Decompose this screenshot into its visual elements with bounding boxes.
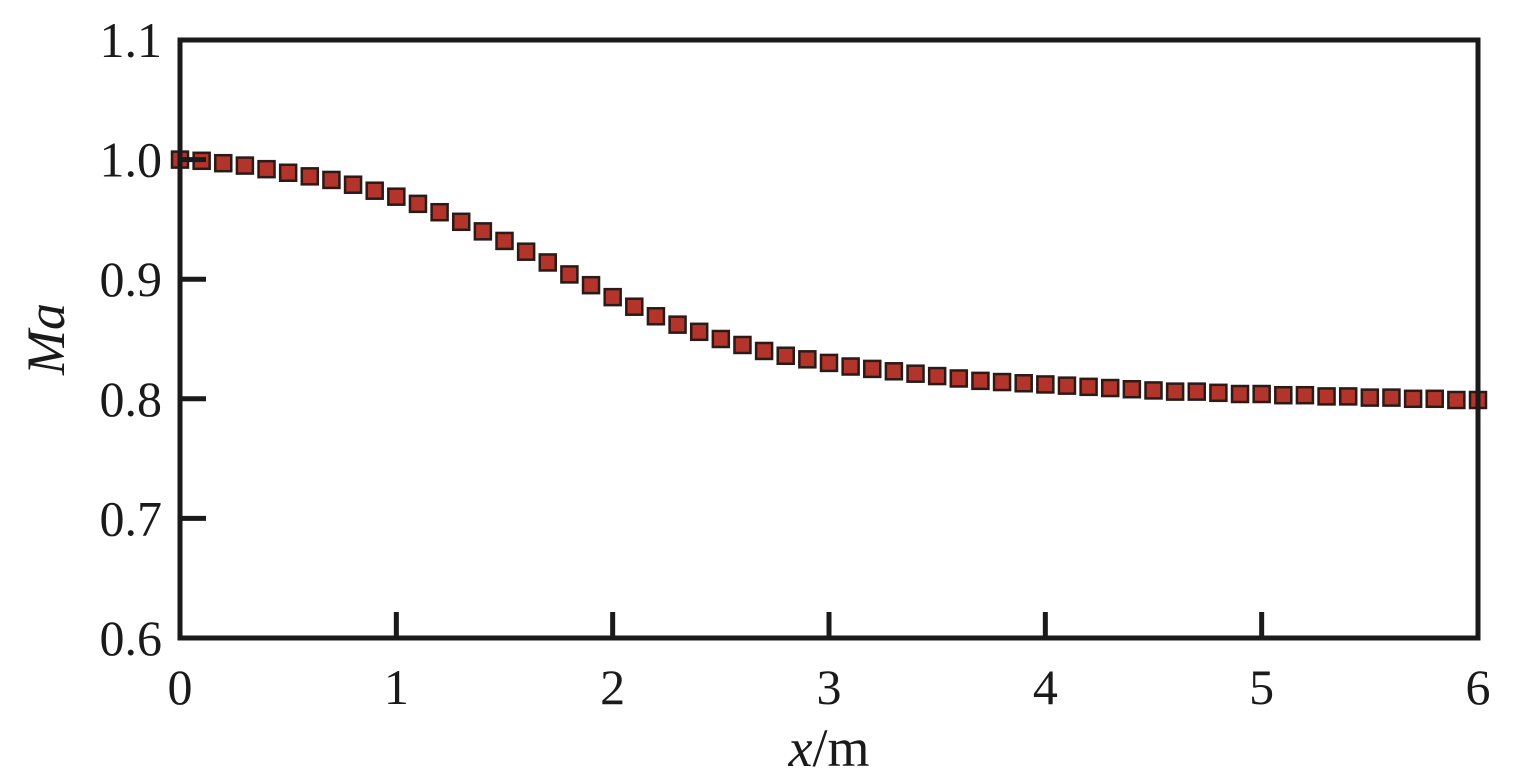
data-point [257, 159, 276, 179]
data-point [1274, 385, 1293, 405]
data-point [235, 156, 255, 175]
data-markers [170, 150, 1488, 410]
x-axis-ticks: 0 1 2 3 4 5 6 [168, 612, 1491, 715]
x-tick-label: 5 [1249, 659, 1274, 715]
data-point [1338, 387, 1358, 406]
data-point [300, 167, 320, 186]
data-point [1252, 384, 1271, 404]
data-point [538, 253, 558, 272]
data-point [603, 287, 622, 307]
data-point [906, 364, 925, 383]
data-point [1403, 389, 1423, 409]
data-point [971, 371, 990, 391]
data-point [711, 329, 731, 349]
x-tick-label: 4 [1033, 659, 1058, 715]
data-point [322, 170, 341, 190]
y-tick-label: 1.0 [100, 132, 163, 188]
data-point [625, 297, 644, 316]
y-tick-label: 0.7 [100, 490, 163, 546]
x-tick-label: 1 [384, 659, 409, 715]
data-point [992, 372, 1012, 392]
x-tick-label: 6 [1466, 659, 1491, 715]
data-point [884, 362, 904, 381]
y-tick-label: 0.8 [100, 371, 163, 427]
data-point [1317, 387, 1336, 406]
data-point [863, 359, 882, 379]
y-axis-ticks: 0.6 0.7 0.8 0.9 1.0 1.1 [100, 12, 206, 666]
data-point [408, 194, 428, 214]
data-point [646, 307, 666, 326]
data-point [1100, 378, 1120, 398]
data-point [668, 315, 687, 334]
data-point [451, 212, 471, 232]
data-point [1295, 385, 1315, 405]
y-axis-title: Ma [16, 303, 76, 376]
x-tick-label: 0 [168, 659, 193, 715]
data-point [430, 202, 449, 222]
data-point [473, 222, 493, 241]
plot-frame [177, 37, 1481, 641]
data-point [1057, 376, 1077, 395]
data-point [776, 346, 795, 365]
data-point [560, 265, 579, 284]
data-point [387, 187, 406, 206]
x-axis-title-unit: /m [812, 718, 869, 770]
data-point [1360, 388, 1380, 407]
data-point [1079, 377, 1098, 397]
data-point [841, 357, 860, 376]
data-point [581, 275, 601, 295]
data-point [949, 369, 969, 388]
data-point [278, 163, 298, 183]
data-point [1382, 388, 1401, 407]
data-point [733, 335, 752, 355]
data-point [1122, 379, 1142, 399]
y-tick-label: 0.9 [100, 251, 163, 307]
data-point [798, 350, 817, 369]
x-axis-title: x/m [788, 718, 870, 770]
data-point [1165, 382, 1185, 401]
data-point [754, 341, 774, 361]
y-tick-label: 0.6 [100, 610, 163, 666]
x-axis-title-var: x [788, 718, 813, 770]
data-point [1230, 384, 1250, 404]
data-point [1187, 382, 1207, 401]
data-point [214, 153, 233, 173]
data-point [819, 353, 839, 373]
data-point [689, 322, 709, 342]
y-tick-label: 1.1 [100, 12, 163, 68]
data-point [495, 231, 514, 251]
data-point [1447, 390, 1466, 410]
data-point [516, 242, 536, 261]
data-point [1144, 381, 1163, 400]
data-point [343, 175, 363, 194]
x-tick-label: 2 [600, 659, 625, 715]
data-point [927, 366, 947, 386]
data-point [1014, 374, 1033, 393]
data-point [365, 181, 384, 200]
data-point [1036, 375, 1055, 394]
data-point [1425, 389, 1444, 409]
x-tick-label: 3 [817, 659, 842, 715]
data-point [1209, 383, 1228, 403]
